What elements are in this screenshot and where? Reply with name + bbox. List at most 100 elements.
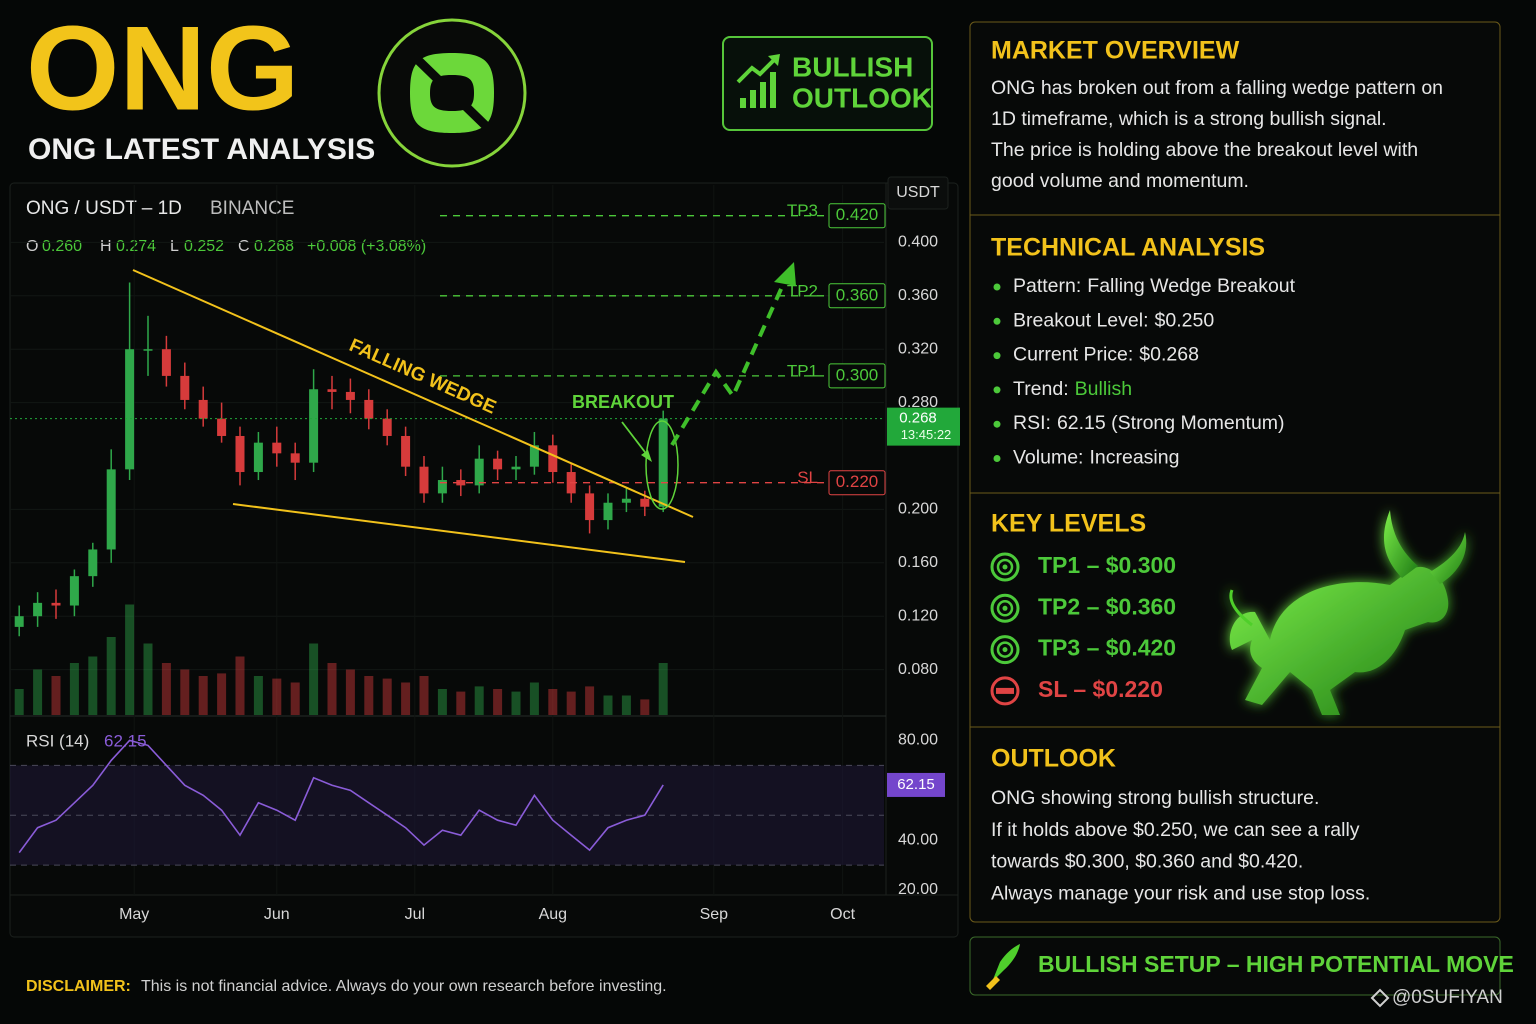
volume-bar [272, 678, 282, 715]
volume-bar [658, 663, 668, 715]
volume-bar [143, 643, 153, 715]
target-icon [990, 593, 1020, 623]
section-title: OUTLOOK [991, 745, 1116, 773]
volume-bar [364, 676, 374, 715]
section-title: KEY LEVELS [991, 510, 1146, 538]
volume-bar [290, 682, 300, 715]
subtitle: ONG LATEST ANALYSIS [28, 133, 375, 166]
ohlc-key: O [26, 238, 38, 255]
logo-slash [414, 56, 492, 132]
bullet [993, 317, 1001, 325]
ohlc-value: 0.268 [254, 238, 294, 255]
candle-body [603, 502, 613, 521]
candle-body [51, 602, 61, 606]
candle-body [511, 466, 521, 470]
info-panel [969, 21, 1501, 923]
candle-body [198, 399, 208, 419]
volume-bar [180, 669, 190, 715]
volume-bar [51, 676, 61, 715]
volume-bar [621, 695, 631, 715]
overview-line: The price is holding above the breakout … [991, 139, 1418, 161]
bullish-badge: BULLISH OUTLOOK [722, 36, 933, 131]
target-icon [996, 558, 1014, 576]
outlook-line: Always manage your risk and use stop los… [991, 882, 1370, 904]
volume-bar [456, 691, 466, 715]
candle-body [474, 458, 484, 486]
bull-body [1229, 566, 1449, 715]
rsi-tick-label: 40.00 [898, 831, 938, 848]
wedge-upper [132, 269, 694, 518]
item-label: Pattern: [1013, 275, 1081, 297]
candle-body [327, 389, 337, 392]
y-tick-label: 0.400 [898, 234, 938, 251]
candle-body [401, 435, 411, 467]
level-name: TP3 [787, 201, 818, 220]
badge-icon [750, 90, 756, 108]
x-tick-label: Sep [700, 906, 729, 923]
candle-body [493, 458, 503, 470]
item-value: Falling Wedge Breakout [1087, 275, 1295, 297]
bullet [993, 386, 1001, 394]
item-label: Breakout Level: [1013, 309, 1149, 331]
level-label: 0.420 [836, 205, 879, 224]
candle-body [345, 391, 355, 400]
breakout-circle [645, 420, 679, 510]
sl-icon [990, 676, 1020, 706]
outlook-line: towards $0.300, $0.360 and $0.420. [991, 851, 1303, 873]
volume-bar [603, 695, 613, 715]
bullet [993, 455, 1001, 462]
item-label: Trend: [1013, 378, 1069, 400]
y-tick-label: 0.360 [898, 287, 938, 304]
target-icon [996, 600, 1014, 617]
volume-bar [401, 682, 411, 715]
setup-banner [969, 936, 1501, 996]
ohlc-key: L [170, 238, 179, 255]
item-label: RSI: [1013, 412, 1051, 434]
setup-text: BULLISH SETUP – HIGH POTENTIAL MOVE [1038, 951, 1514, 977]
current-price-value: 0.268 [899, 410, 937, 427]
candle-body [180, 375, 190, 400]
bullet [993, 352, 1001, 360]
badge-icon [768, 54, 780, 66]
projection-arrow [670, 277, 788, 447]
logo [377, 18, 527, 168]
x-tick-label: Oct [830, 906, 855, 923]
overview-line: ONG has broken out from a falling wedge … [991, 77, 1443, 99]
y-tick-label: 0.200 [898, 501, 938, 518]
candle-body [419, 466, 429, 494]
level-label: 0.220 [836, 472, 879, 491]
disclaimer-text: This is not financial advice. Always do … [141, 978, 667, 995]
badge-icon [736, 56, 778, 84]
badge-text: BULLISH [792, 51, 913, 82]
level-box [828, 363, 886, 389]
volume-bar [548, 689, 558, 715]
rsi-tick-label: 20.00 [898, 881, 938, 898]
target-icon [990, 635, 1020, 665]
y-tick-label: 0.080 [898, 661, 938, 678]
volume-bar [327, 663, 337, 715]
candle-body [106, 469, 116, 550]
volume-bar [253, 676, 263, 715]
unit-label: USDT [896, 184, 940, 201]
volume-bar [217, 673, 227, 715]
volume-bar [88, 656, 98, 715]
volume-bar [474, 686, 484, 715]
candle-body [143, 349, 153, 351]
volume-bar [529, 682, 539, 715]
analysis-item: Pattern: Falling Wedge Breakout [1013, 275, 1296, 297]
watermark: @0SUFIYAN [1392, 987, 1503, 1008]
x-tick-label: Jun [264, 906, 290, 923]
target-icon [1002, 605, 1008, 611]
candle-body [548, 445, 558, 473]
level-name: TP2 [787, 281, 818, 300]
volume-bar [106, 637, 116, 715]
rsi-value: 62.15 [104, 731, 147, 750]
item-value: 62.15 (Strong Momentum) [1057, 412, 1285, 434]
candle-body [585, 493, 595, 521]
item-label: Current Price: [1013, 344, 1133, 366]
ohlc-change: +0.008 (+3.08%) [307, 238, 426, 255]
candle-body [88, 549, 98, 577]
volume-bar [493, 689, 503, 715]
main-title: ONG [26, 2, 299, 136]
